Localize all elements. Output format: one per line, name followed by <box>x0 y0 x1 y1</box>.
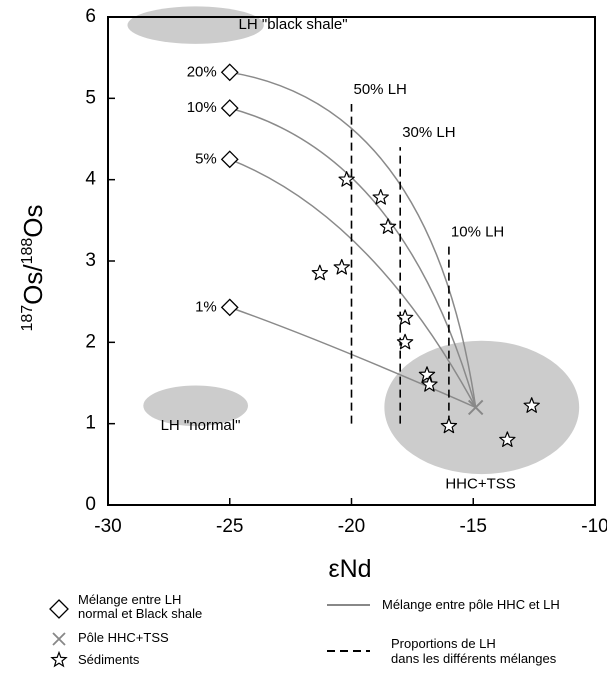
points-layer <box>220 63 540 448</box>
legend-item-sediments: Sédiments <box>46 651 246 669</box>
legend-label-solid: Mélange entre pôle HHC et LH <box>382 597 560 612</box>
dash-layer <box>350 104 450 424</box>
proportion-label-0: 50% LH <box>354 81 407 98</box>
sediment-star-5 <box>396 309 414 326</box>
y-tick-label-3: 3 <box>85 250 96 271</box>
x-tick-label-4: -10 <box>581 516 607 537</box>
legend-item-proportions: Proportions de LH dans les différents mé… <box>325 636 605 668</box>
x-tick-label-0: -30 <box>94 516 121 537</box>
field-ellipse-2 <box>384 340 580 475</box>
x-axis-label: εNd <box>328 555 371 583</box>
legend-item-pole: Pôle HHC+TSS <box>46 630 246 648</box>
legend-label-dashed-1: Proportions de LH <box>391 636 496 651</box>
svg-text:187Os/188Os: 187Os/188Os <box>18 204 48 331</box>
y-axis-label: 187Os/188Os <box>18 204 48 331</box>
sediment-star-8 <box>421 376 438 392</box>
mixing-curve-2 <box>229 158 477 408</box>
legend-dashed-line-icon <box>327 650 370 652</box>
sediment-star-7 <box>418 366 436 382</box>
y-tick-label-2: 2 <box>85 331 96 352</box>
legend-star-icon <box>50 651 68 668</box>
diamond-label-3: 1% <box>195 298 217 315</box>
x-tick-label-3: -15 <box>460 516 487 537</box>
field-label-2: HHC+TSS <box>445 476 515 493</box>
y-tick-label-0: 0 <box>85 494 96 515</box>
sediment-star-3 <box>311 264 329 281</box>
diamond-label-2: 5% <box>195 150 217 167</box>
diamond-marker-0 <box>220 63 239 82</box>
sediment-star-2 <box>379 218 397 234</box>
sediment-star-10 <box>499 431 516 448</box>
pole-cross-marker <box>467 399 484 416</box>
proportion-label-2: 10% LH <box>451 223 504 240</box>
diamond-marker-1 <box>220 99 239 118</box>
curves-layer <box>229 71 477 409</box>
y-tick-label-6: 6 <box>85 6 96 27</box>
legend-label-cross: Pôle HHC+TSS <box>78 630 169 645</box>
diamond-marker-3 <box>220 298 239 317</box>
labels-layer: LH "black shale" LH "normal" HHC+TSS 50% LH… <box>161 16 516 493</box>
sediment-star-9 <box>440 417 458 434</box>
legend-solid-line-icon <box>327 604 370 606</box>
sediment-star-6 <box>396 333 414 350</box>
y-tick-label-4: 4 <box>85 169 96 190</box>
y-tick-label-5: 5 <box>85 87 96 108</box>
legend: Mélange entre LH normal et Black shale P… <box>0 592 607 681</box>
sediment-star-1 <box>372 188 389 205</box>
proportion-label-1: 30% LH <box>402 124 455 141</box>
legend-label-diamond-2: normal et Black shale <box>78 606 203 621</box>
sediment-star-11 <box>523 397 540 413</box>
y-tick-label-1: 1 <box>85 413 96 434</box>
legend-label-dashed-2: dans les différents mélanges <box>391 651 557 666</box>
legend-label-star: Sédiments <box>78 652 140 667</box>
mixing-curve-0 <box>229 71 477 408</box>
x-tick-label-1: -25 <box>216 516 243 537</box>
legend-cross-icon <box>52 632 66 646</box>
field-label-1: LH "normal" <box>161 417 241 434</box>
mixing-curve-3 <box>229 306 476 409</box>
legend-diamond-icon <box>49 599 69 619</box>
legend-label-diamond-1: Mélange entre LH <box>78 592 182 607</box>
diamond-label-1: 10% <box>187 99 217 116</box>
field-ellipse-1 <box>143 385 249 427</box>
field-ellipse-0 <box>127 6 264 44</box>
diamond-label-0: 20% <box>187 63 217 80</box>
x-tick-label-2: -20 <box>338 516 365 537</box>
ticks-layer: -30 -25 -20 -15 -10 0 1 2 3 4 5 6 <box>85 6 607 537</box>
sediment-star-0 <box>338 171 355 187</box>
mixing-curve-1 <box>229 107 477 408</box>
sediment-star-4 <box>333 258 350 275</box>
field-label-0: LH "black shale" <box>239 16 348 33</box>
legend-item-mixing-curve: Mélange entre pôle HHC et LH <box>325 596 605 614</box>
legend-item-mixing-end-members: Mélange entre LH normal et Black shale <box>46 592 266 624</box>
diamond-marker-2 <box>220 150 239 169</box>
